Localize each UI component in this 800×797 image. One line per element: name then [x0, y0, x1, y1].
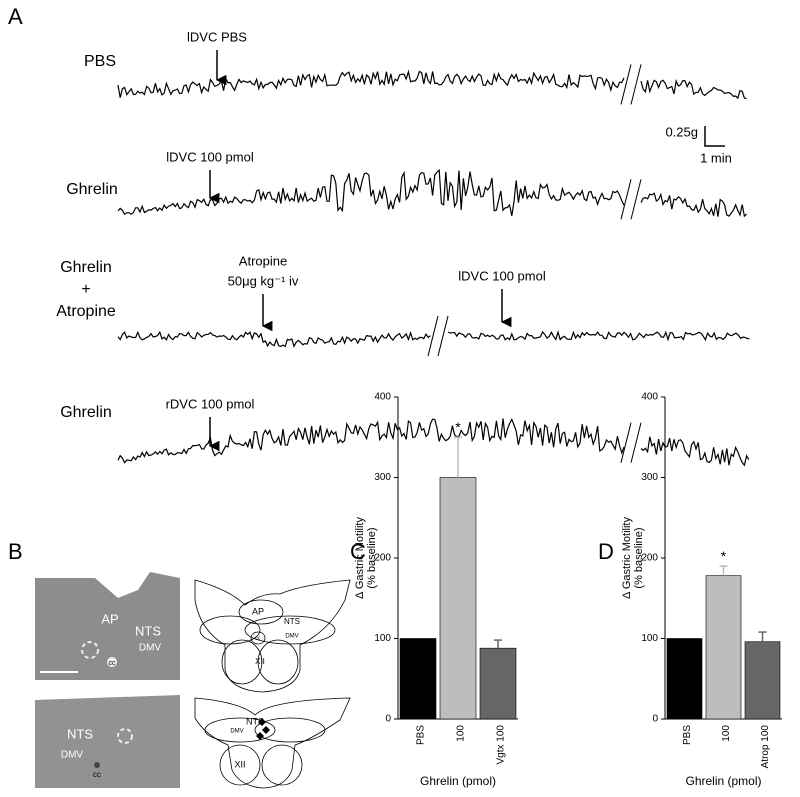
x-tick-label: PBS: [682, 725, 693, 745]
trace-label: Atropine: [56, 303, 116, 320]
break-mark: [437, 315, 449, 357]
anatomy-label: XII: [234, 759, 245, 769]
panel-label: D: [598, 539, 614, 564]
y-tick-label: 300: [641, 472, 658, 483]
motility-trace: [117, 69, 747, 100]
x-tick-label: 100: [456, 725, 467, 742]
trace-label: Ghrelin: [66, 181, 118, 198]
cc-canal: [107, 657, 117, 667]
x-tick-label: PBS: [416, 725, 427, 745]
break-mark: [630, 179, 642, 220]
event-label: lDVC 100 pmol: [166, 149, 254, 164]
scale-force-label: 0.25g: [665, 124, 698, 139]
break-mark: [620, 179, 632, 220]
anatomy-label: DMV: [61, 750, 84, 761]
y-tick-label: 300: [374, 472, 391, 483]
significance-mark: *: [721, 548, 727, 564]
brainstem-schematic: [194, 579, 351, 789]
y-tick-label: 400: [641, 392, 658, 403]
anatomy-label: cc: [256, 635, 262, 641]
y-axis-label: Δ Gastric Motility: [621, 517, 633, 599]
x-axis-label: Ghrelin (pmol): [685, 774, 761, 788]
x-tick-label: Vgtx 100: [496, 725, 507, 765]
event-label: lDVC 100 pmol: [458, 268, 546, 283]
trace-label: Ghrelin: [60, 259, 112, 276]
break-mark: [620, 422, 632, 463]
significance-mark: *: [455, 419, 461, 435]
bar: [439, 477, 477, 720]
anatomy-label: NTS: [135, 623, 161, 638]
break-mark: [427, 315, 439, 357]
event-label: Atropine: [239, 253, 287, 268]
anatomy-label: NTS: [67, 726, 93, 741]
motility-trace: [117, 168, 748, 218]
anatomy-label: DMV: [139, 643, 162, 654]
y-tick-label: 100: [641, 633, 658, 644]
cc-canal: [94, 762, 100, 768]
event-label: lDVC PBS: [187, 29, 247, 44]
y-axis-label: (% baseline): [366, 527, 378, 588]
bar: [666, 638, 703, 720]
injection-site: [81, 641, 99, 659]
scale-time-label: 1 min: [700, 150, 732, 165]
scale-bar: [704, 126, 725, 147]
histology-image: [35, 572, 180, 680]
anatomy-label: XII: [255, 657, 265, 666]
event-label: rDVC 100 pmol: [166, 396, 255, 411]
x-tick-label: Atrop 100: [760, 725, 771, 769]
break-mark: [620, 64, 632, 105]
x-axis-label: Ghrelin (pmol): [420, 774, 496, 788]
trace-label: PBS: [84, 53, 116, 70]
anatomy-label: DMV: [285, 634, 298, 640]
trace-label: +: [81, 281, 90, 298]
y-axis-label: Δ Gastric Motility: [354, 517, 366, 599]
bar: [479, 647, 517, 720]
panel-label: A: [8, 4, 23, 29]
y-axis-label: (% baseline): [633, 527, 645, 588]
y-tick-label: 0: [385, 714, 391, 725]
injection-markers: [256, 718, 270, 740]
panel-label: B: [8, 539, 23, 564]
panel-label: C: [350, 539, 366, 564]
y-tick-label: 400: [374, 392, 391, 403]
injection-site: [117, 728, 133, 744]
break-mark: [630, 64, 642, 105]
histology-image: [35, 695, 180, 788]
event-label: 50μg kg⁻¹ iv: [228, 273, 299, 288]
anatomy-label: NTS: [246, 716, 264, 726]
motility-trace: [117, 418, 750, 467]
anatomy-label: cc: [93, 770, 101, 779]
break-mark: [630, 422, 642, 463]
anatomy-label: DMV: [230, 729, 243, 735]
bar: [705, 575, 742, 720]
anatomy-label: cc: [109, 660, 117, 667]
x-tick-label: 100: [721, 725, 732, 742]
y-tick-label: 0: [652, 714, 658, 725]
y-tick-label: 200: [374, 553, 391, 564]
motility-trace: [117, 329, 750, 348]
anatomy-label: AP: [252, 606, 264, 616]
y-tick-label: 200: [641, 553, 658, 564]
y-tick-label: 100: [374, 633, 391, 644]
bar: [399, 638, 437, 720]
anatomy-label: NTS: [284, 617, 300, 626]
bar: [744, 641, 781, 720]
anatomy-label: AP: [101, 611, 118, 626]
trace-label: Ghrelin: [60, 404, 112, 421]
